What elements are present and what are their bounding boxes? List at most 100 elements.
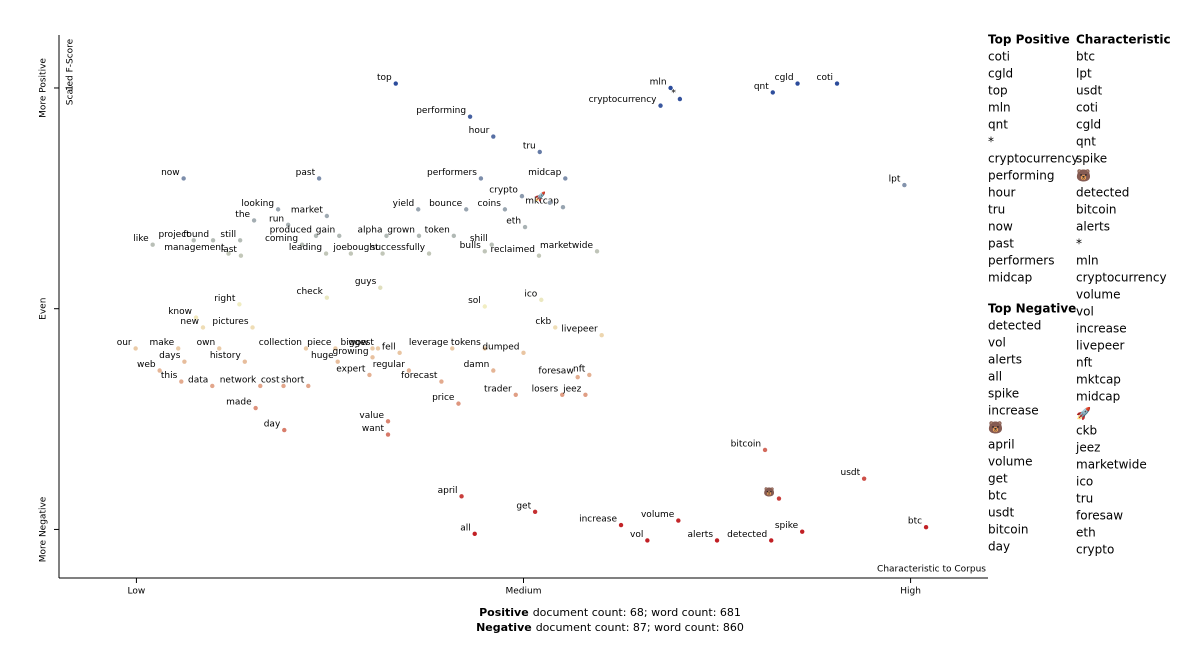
point-label: gain xyxy=(316,225,335,235)
point xyxy=(575,374,580,380)
point xyxy=(491,368,496,373)
point-label: bulls xyxy=(460,241,481,251)
point-label: want xyxy=(362,424,385,434)
point xyxy=(242,359,247,364)
panel-term: hour xyxy=(988,186,1016,200)
point-label: all xyxy=(460,523,471,533)
point-label: successfully xyxy=(371,243,426,253)
panel-term: alerts xyxy=(988,353,1022,367)
panel-term: all xyxy=(988,370,1002,384)
point xyxy=(439,379,444,384)
point-label: alerts xyxy=(688,530,714,540)
panel-term: usdt xyxy=(1076,84,1102,98)
point xyxy=(467,114,473,119)
point xyxy=(299,242,305,247)
point xyxy=(378,285,383,290)
point xyxy=(599,332,604,338)
point xyxy=(217,346,222,351)
panel-term: 🐻 xyxy=(988,420,1003,435)
point-label: know xyxy=(168,307,192,317)
panel-term: past xyxy=(988,237,1014,251)
point xyxy=(677,96,683,102)
point xyxy=(380,251,385,256)
point xyxy=(348,251,354,256)
point-label: growing xyxy=(333,347,369,357)
point xyxy=(406,368,412,373)
point-label: regular xyxy=(373,360,405,370)
point xyxy=(397,350,402,356)
panel-term: qnt xyxy=(1076,135,1096,149)
point xyxy=(489,242,494,247)
point-label: collection xyxy=(259,338,302,348)
point-label: spike xyxy=(775,521,799,531)
point-label: detected xyxy=(727,530,767,540)
panel-term: coti xyxy=(988,50,1010,64)
point-label: pictures xyxy=(212,317,248,327)
point-label: coming xyxy=(265,234,298,244)
point xyxy=(482,346,487,351)
point xyxy=(416,207,421,212)
point xyxy=(367,372,372,378)
point-label: joe xyxy=(332,243,347,253)
point xyxy=(193,315,199,320)
panel-term: qnt xyxy=(988,118,1008,132)
point xyxy=(370,355,375,360)
point-label: day xyxy=(264,420,281,430)
point xyxy=(560,392,565,397)
panel-term: crypto xyxy=(1076,543,1114,557)
y-axis-label: Scaled F-Score xyxy=(66,38,76,105)
point-label: cost xyxy=(261,375,280,385)
point xyxy=(210,238,216,243)
point xyxy=(547,200,553,205)
point xyxy=(375,346,381,351)
panel-term: btc xyxy=(1076,50,1095,64)
panel-term: * xyxy=(988,135,994,149)
panel-term: detected xyxy=(1076,186,1129,200)
point xyxy=(482,249,487,254)
point xyxy=(450,346,455,351)
point-label: mln xyxy=(650,77,667,87)
point xyxy=(491,134,496,139)
point-label: livepeer xyxy=(561,325,598,335)
point-label: market xyxy=(291,206,323,216)
panel-term: detected xyxy=(988,319,1041,333)
point-label: short xyxy=(281,375,305,385)
panel-term: april xyxy=(988,438,1015,452)
panel-heading: Top Positive xyxy=(988,33,1070,47)
point xyxy=(157,368,162,373)
panel-term: vol xyxy=(1076,305,1094,319)
panel-term: increase xyxy=(988,404,1039,418)
point xyxy=(513,392,518,397)
point xyxy=(456,401,461,406)
point-label: april xyxy=(438,486,458,496)
panel-term: volume xyxy=(988,455,1032,469)
point-label: now xyxy=(161,168,180,178)
point xyxy=(258,383,263,389)
point-label: ckb xyxy=(535,317,551,327)
point xyxy=(210,383,215,389)
footer-line: Negative document count: 87; word count: … xyxy=(476,621,744,634)
point xyxy=(181,176,186,181)
point-label: past xyxy=(296,168,316,178)
point xyxy=(237,238,243,243)
panel-term: volume xyxy=(1076,288,1120,302)
point-label: trader xyxy=(484,384,512,394)
point-label: 🐻 xyxy=(764,486,775,498)
point xyxy=(200,325,206,330)
point-label: lpt xyxy=(889,175,901,185)
point xyxy=(800,529,805,534)
point xyxy=(618,522,624,528)
point xyxy=(253,405,258,411)
point-label: cryptocurrency xyxy=(589,95,658,105)
point-label: produced xyxy=(270,225,312,235)
point xyxy=(285,222,291,228)
point xyxy=(902,182,907,188)
point xyxy=(472,531,477,537)
panel-term: bitcoin xyxy=(988,523,1029,537)
panel-term: cgld xyxy=(1076,118,1101,132)
point-label: marketwide xyxy=(540,241,594,251)
point xyxy=(464,207,469,212)
point xyxy=(536,253,542,258)
point-label: performing xyxy=(416,106,466,116)
point xyxy=(587,372,592,378)
